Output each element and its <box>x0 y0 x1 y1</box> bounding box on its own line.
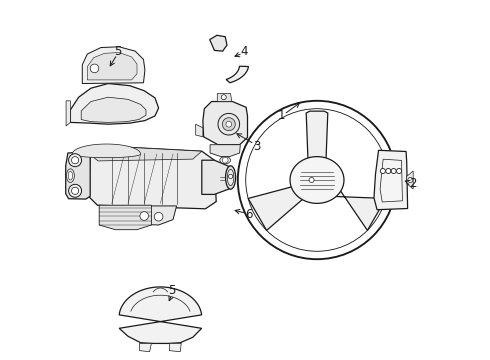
Circle shape <box>154 212 163 221</box>
Text: 5: 5 <box>169 284 176 297</box>
Circle shape <box>69 184 81 197</box>
Polygon shape <box>196 124 203 137</box>
Polygon shape <box>87 53 137 80</box>
Polygon shape <box>66 101 71 126</box>
Polygon shape <box>306 111 328 160</box>
Circle shape <box>380 168 386 174</box>
Circle shape <box>222 157 228 163</box>
Polygon shape <box>119 206 176 225</box>
Circle shape <box>69 154 81 167</box>
Circle shape <box>222 118 235 131</box>
Polygon shape <box>82 47 145 84</box>
Polygon shape <box>203 102 247 145</box>
Polygon shape <box>380 159 402 202</box>
Circle shape <box>72 157 79 164</box>
Circle shape <box>386 168 391 174</box>
Polygon shape <box>71 84 159 124</box>
Polygon shape <box>290 157 344 203</box>
Text: 3: 3 <box>253 140 260 153</box>
Polygon shape <box>72 144 141 158</box>
Circle shape <box>72 187 79 194</box>
Polygon shape <box>407 171 413 189</box>
Polygon shape <box>248 185 306 230</box>
Circle shape <box>309 177 314 183</box>
Polygon shape <box>88 146 216 209</box>
Circle shape <box>408 177 413 183</box>
Ellipse shape <box>225 166 236 189</box>
Polygon shape <box>99 205 151 230</box>
Text: 1: 1 <box>277 109 285 122</box>
Ellipse shape <box>67 169 74 183</box>
Circle shape <box>226 121 232 127</box>
Circle shape <box>221 95 226 100</box>
Circle shape <box>396 168 402 174</box>
Polygon shape <box>374 150 408 210</box>
Polygon shape <box>81 97 146 122</box>
Circle shape <box>238 101 396 259</box>
Ellipse shape <box>227 169 234 186</box>
Text: 6: 6 <box>245 208 253 221</box>
Polygon shape <box>328 185 386 230</box>
Ellipse shape <box>220 157 231 164</box>
Polygon shape <box>210 35 227 51</box>
Circle shape <box>90 64 99 73</box>
Polygon shape <box>119 287 202 343</box>
Text: 5: 5 <box>115 45 122 58</box>
Circle shape <box>391 168 396 174</box>
Polygon shape <box>226 66 248 83</box>
Polygon shape <box>217 94 232 102</box>
Circle shape <box>140 212 148 220</box>
Polygon shape <box>66 152 90 199</box>
Polygon shape <box>170 343 181 352</box>
Ellipse shape <box>68 171 73 180</box>
Polygon shape <box>210 145 240 157</box>
Text: 2: 2 <box>409 177 416 190</box>
Circle shape <box>245 109 388 251</box>
Circle shape <box>218 113 240 135</box>
Polygon shape <box>90 146 202 161</box>
Text: 4: 4 <box>241 45 248 58</box>
Circle shape <box>228 174 233 179</box>
Polygon shape <box>140 343 151 352</box>
Polygon shape <box>202 160 230 194</box>
